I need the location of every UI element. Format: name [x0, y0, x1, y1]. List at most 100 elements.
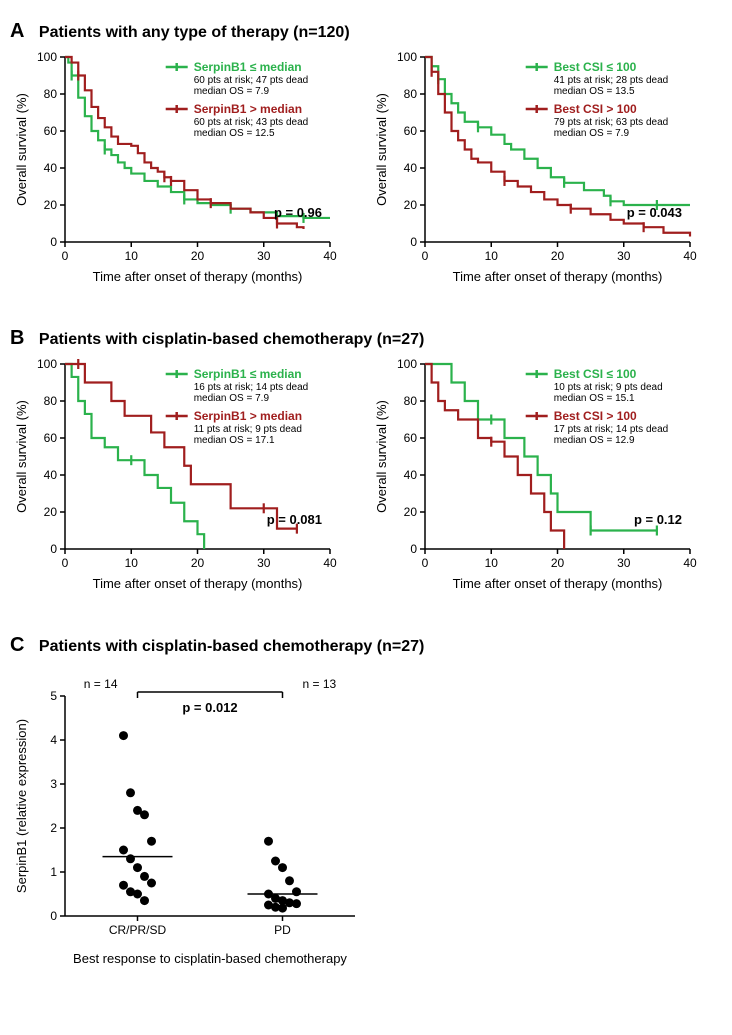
svg-text:79 pts at risk; 63 pts dead: 79 pts at risk; 63 pts dead [554, 117, 669, 128]
svg-text:10: 10 [485, 556, 499, 570]
svg-text:PD: PD [274, 923, 291, 937]
svg-text:100: 100 [397, 50, 417, 64]
svg-text:p = 0.043: p = 0.043 [627, 205, 682, 220]
svg-text:40: 40 [683, 249, 697, 263]
km-chart-b-left: 020406080100010203040Time after onset of… [10, 354, 340, 594]
km-chart-a-left: 020406080100010203040Time after onset of… [10, 47, 340, 287]
svg-text:30: 30 [257, 249, 271, 263]
svg-text:Overall survival (%): Overall survival (%) [14, 400, 29, 513]
svg-text:40: 40 [323, 249, 337, 263]
svg-text:Best CSI ≤ 100: Best CSI ≤ 100 [554, 60, 637, 74]
svg-text:2: 2 [50, 821, 57, 835]
svg-text:60 pts at risk; 43 pts dead: 60 pts at risk; 43 pts dead [194, 117, 309, 128]
svg-text:60: 60 [44, 431, 58, 445]
svg-text:20: 20 [551, 556, 565, 570]
panel-c-header: C Patients with cisplatin-based chemothe… [10, 634, 722, 657]
svg-text:40: 40 [404, 468, 418, 482]
svg-text:11 pts at risk; 9 pts dead: 11 pts at risk; 9 pts dead [194, 424, 302, 435]
svg-text:40: 40 [404, 161, 418, 175]
svg-text:p = 0.12: p = 0.12 [634, 512, 682, 527]
svg-text:SerpinB1 > median: SerpinB1 > median [194, 102, 302, 116]
svg-text:Best CSI ≤ 100: Best CSI ≤ 100 [554, 367, 637, 381]
svg-text:20: 20 [191, 249, 205, 263]
svg-text:30: 30 [617, 556, 631, 570]
svg-text:80: 80 [404, 87, 418, 101]
svg-text:40: 40 [323, 556, 337, 570]
svg-text:median OS = 12.9: median OS = 12.9 [554, 435, 635, 446]
panel-b-row: 0 20 40 60 80 100 0 10 20 30 40 Time after onset of… [10, 354, 722, 594]
panel-a-row: 0 20 40 60 80 100 0 10 20 30 40 Time after onset of… [10, 47, 722, 287]
svg-text:0: 0 [62, 556, 69, 570]
svg-text:20: 20 [44, 198, 58, 212]
svg-text:60: 60 [404, 431, 418, 445]
panel-letter-a: A [10, 20, 24, 42]
svg-text:80: 80 [404, 394, 418, 408]
svg-text:median OS = 7.9: median OS = 7.9 [554, 128, 630, 139]
svg-text:0: 0 [410, 542, 417, 556]
svg-text:80: 80 [44, 394, 58, 408]
svg-text:41 pts at risk; 28 pts dead: 41 pts at risk; 28 pts dead [554, 75, 669, 86]
svg-text:4: 4 [50, 733, 57, 747]
svg-text:20: 20 [44, 505, 58, 519]
svg-text:0: 0 [50, 235, 57, 249]
svg-text:0: 0 [410, 235, 417, 249]
svg-text:Time after onset of therapy (m: Time after onset of therapy (months) [93, 576, 303, 591]
svg-text:60 pts at risk; 47 pts dead: 60 pts at risk; 47 pts dead [194, 75, 309, 86]
svg-text:40: 40 [44, 161, 58, 175]
svg-text:3: 3 [50, 777, 57, 791]
svg-text:CR/PR/SD: CR/PR/SD [109, 923, 167, 937]
svg-text:Time after onset of therapy (m: Time after onset of therapy (months) [453, 576, 663, 591]
svg-text:SerpinB1 ≤ median: SerpinB1 ≤ median [194, 60, 302, 74]
panel-letter-b: B [10, 327, 24, 349]
svg-text:SerpinB1 ≤ median: SerpinB1 ≤ median [194, 367, 302, 381]
svg-text:Best CSI > 100: Best CSI > 100 [554, 409, 637, 423]
svg-text:10: 10 [485, 249, 499, 263]
svg-text:Overall survival (%): Overall survival (%) [374, 93, 389, 206]
panel-a-title: Patients with any type of therapy (n=120… [39, 24, 350, 41]
svg-text:60: 60 [44, 124, 58, 138]
svg-text:median OS = 17.1: median OS = 17.1 [194, 435, 275, 446]
svg-text:20: 20 [404, 505, 418, 519]
svg-text:17 pts at risk; 14 pts dead: 17 pts at risk; 14 pts dead [554, 424, 669, 435]
svg-text:100: 100 [37, 50, 57, 64]
svg-text:20: 20 [404, 198, 418, 212]
svg-text:10 pts at risk; 9 pts dead: 10 pts at risk; 9 pts dead [554, 382, 663, 393]
panel-b-title: Patients with cisplatin-based chemothera… [39, 331, 424, 348]
svg-text:30: 30 [617, 249, 631, 263]
panel-letter-c: C [10, 634, 24, 656]
svg-text:1: 1 [50, 865, 57, 879]
svg-text:40: 40 [683, 556, 697, 570]
svg-text:80: 80 [44, 87, 58, 101]
panel-c-title: Patients with cisplatin-based chemothera… [39, 638, 424, 655]
svg-text:p = 0.081: p = 0.081 [267, 512, 322, 527]
svg-text:100: 100 [37, 357, 57, 371]
svg-text:30: 30 [257, 556, 271, 570]
svg-text:median OS = 7.9: median OS = 7.9 [194, 393, 270, 404]
svg-text:p = 0.96: p = 0.96 [274, 205, 322, 220]
svg-text:Best CSI > 100: Best CSI > 100 [554, 102, 637, 116]
svg-text:median OS = 15.1: median OS = 15.1 [554, 393, 635, 404]
svg-text:0: 0 [50, 909, 57, 923]
svg-text:60: 60 [404, 124, 418, 138]
svg-text:median OS = 12.5: median OS = 12.5 [194, 128, 275, 139]
svg-text:median OS = 7.9: median OS = 7.9 [194, 86, 270, 97]
svg-text:p = 0.012: p = 0.012 [182, 700, 237, 715]
svg-text:5: 5 [50, 689, 57, 703]
svg-text:Time after onset of therapy (m: Time after onset of therapy (months) [93, 269, 303, 284]
svg-text:20: 20 [551, 249, 565, 263]
svg-text:Best response to cisplatin-bas: Best response to cisplatin-based chemoth… [73, 951, 347, 966]
svg-text:Time after onset of therapy (m: Time after onset of therapy (months) [453, 269, 663, 284]
svg-text:20: 20 [191, 556, 205, 570]
scatter-chart-c: 0 1 2 3 4 5 CR/PR/SD PD Best response to cisplat… [10, 661, 370, 971]
svg-text:Overall survival (%): Overall survival (%) [374, 400, 389, 513]
panel-b-header: B Patients with cisplatin-based chemothe… [10, 327, 722, 350]
svg-text:100: 100 [397, 357, 417, 371]
svg-text:10: 10 [125, 249, 139, 263]
svg-text:n = 14: n = 14 [84, 677, 118, 691]
svg-text:0: 0 [50, 542, 57, 556]
km-chart-b-right: 0 20 40 60 80 100 0 10 20 30 40 Time after onset of… [370, 354, 700, 594]
svg-text:40: 40 [44, 468, 58, 482]
svg-text:n = 13: n = 13 [303, 677, 337, 691]
svg-text:SerpinB1 > median: SerpinB1 > median [194, 409, 302, 423]
svg-text:0: 0 [422, 556, 429, 570]
